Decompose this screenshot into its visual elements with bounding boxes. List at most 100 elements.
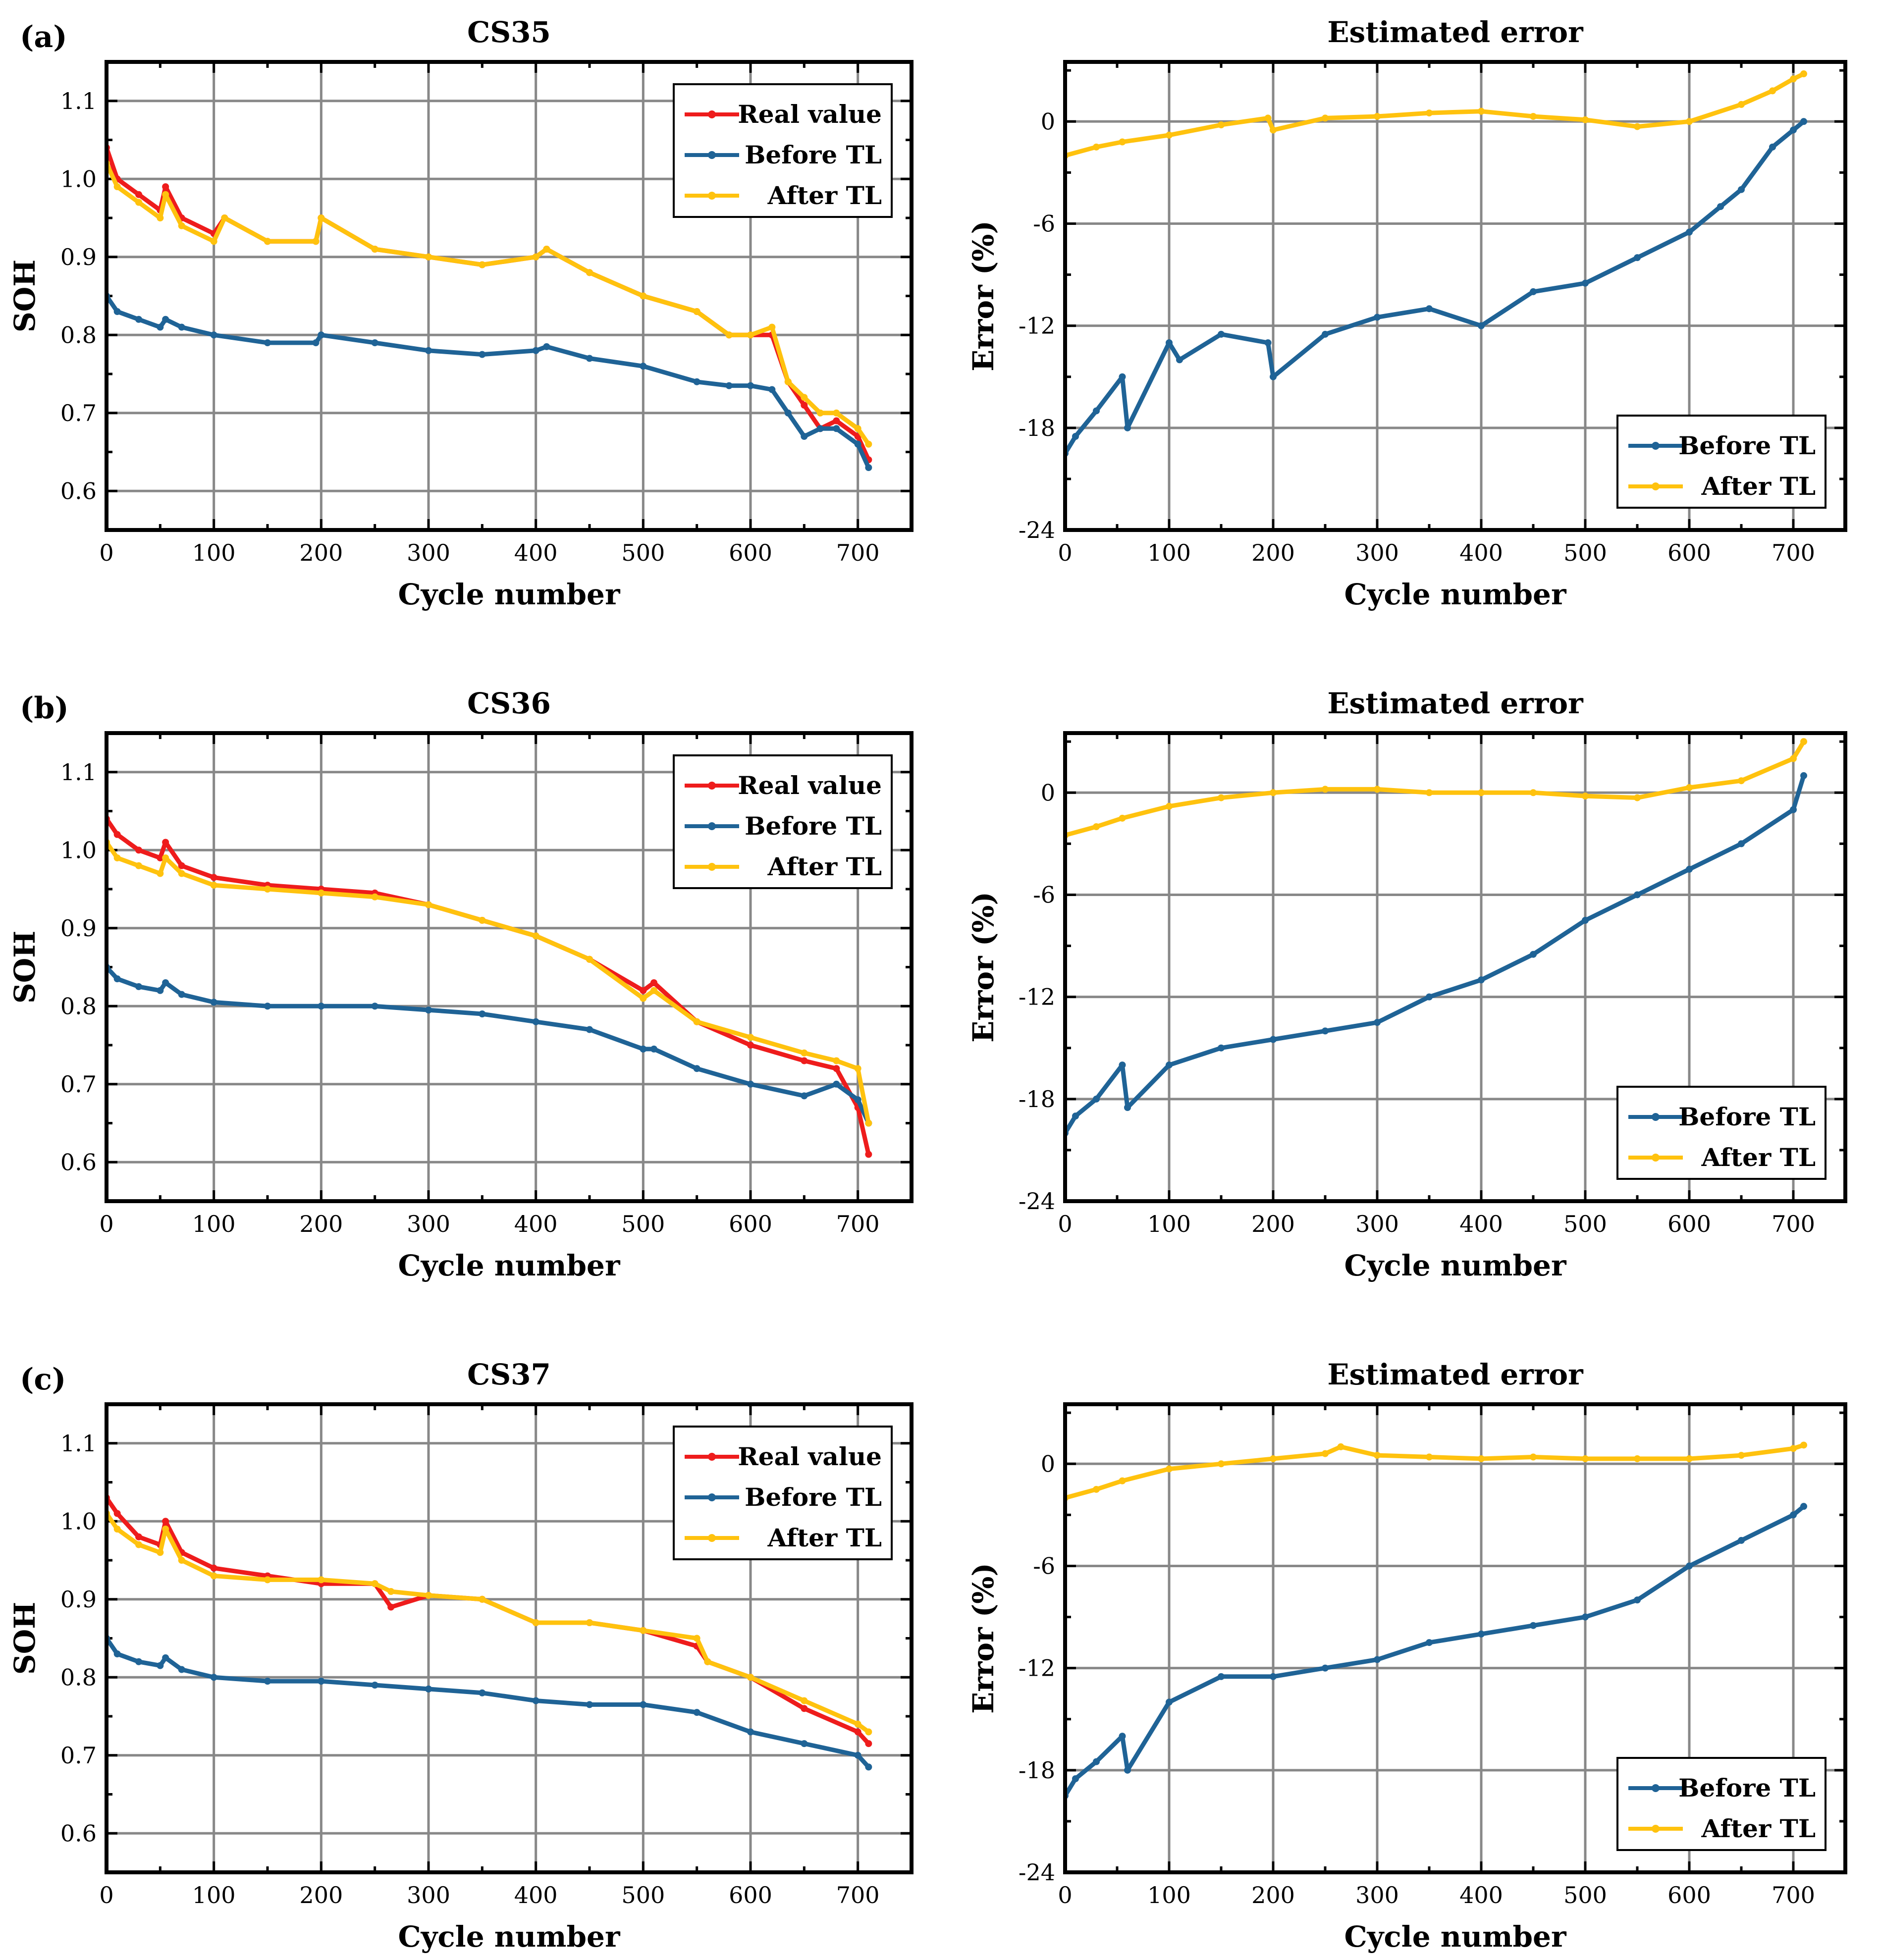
y-tick-label: 0.9 [60, 915, 97, 942]
legend-box [1616, 1086, 1827, 1180]
data-point-before-tl [113, 975, 121, 983]
data-point-before-tl [1582, 917, 1589, 924]
data-point-before-tl [1218, 330, 1225, 338]
data-point-after-tl [833, 409, 840, 417]
data-point-real-value [865, 1151, 872, 1158]
data-point-after-tl [1738, 1452, 1745, 1459]
data-point-after-tl [532, 1619, 539, 1626]
x-tick-label: 300 [1355, 1882, 1399, 1908]
y-tick-label: 0.7 [60, 400, 97, 426]
data-point-before-tl [1686, 865, 1693, 873]
y-tick-label: 0 [1041, 779, 1055, 806]
data-point-before-tl [135, 316, 142, 323]
data-point-before-tl [1072, 1775, 1079, 1782]
data-point-before-tl [1264, 339, 1272, 346]
data-point-after-tl [1530, 112, 1537, 120]
legend-label: After TL [1701, 1143, 1816, 1172]
data-point-after-tl [747, 331, 754, 339]
data-point-after-tl [1119, 138, 1126, 146]
data-point-after-tl [1790, 75, 1797, 83]
data-point-after-tl [178, 222, 185, 229]
chart-title: CS37 [467, 1358, 551, 1391]
chart-3: 0 100 200 300 400 500 600 700 -24 -18 -12 -6 0 Estima… [967, 687, 1847, 1282]
x-tick-label: 300 [407, 1211, 450, 1237]
y-tick-label: 0.8 [60, 321, 97, 348]
data-point-after-tl [1686, 118, 1693, 125]
x-tick-label: 100 [192, 539, 236, 566]
y-tick-label: -24 [1019, 1188, 1055, 1215]
x-tick-label: 300 [1355, 1211, 1399, 1237]
legend-box [1616, 415, 1827, 509]
data-point-real-value [801, 1705, 808, 1712]
chart-title: CS36 [467, 687, 551, 720]
data-point-before-tl [1218, 1673, 1225, 1680]
chart-0: 0 100 200 300 400 500 600 700 0.6 0.7 0.8 0.9 1.0 1.1… [8, 15, 914, 611]
data-point-real-value [113, 831, 121, 838]
data-point-after-tl [747, 1034, 754, 1041]
y-axis-title: SOH [8, 1602, 42, 1675]
plot-frame [1063, 731, 1847, 1203]
data-point-before-tl [210, 1674, 217, 1681]
y-tick-label: -6 [1033, 210, 1055, 237]
data-point-before-tl [640, 1045, 647, 1053]
data-point-after-tl [693, 1635, 700, 1642]
data-point-before-tl [1270, 373, 1277, 380]
x-tick-label: 400 [1459, 1882, 1503, 1908]
chart-1: 0 100 200 300 400 500 600 700 -24 -18 -12 -6 0 Estima… [967, 15, 1847, 611]
data-point-after-tl [264, 238, 271, 245]
x-tick-label: 100 [192, 1211, 236, 1237]
x-tick-label: 500 [621, 539, 665, 566]
data-point-after-tl [479, 1595, 486, 1603]
x-tick-label: 0 [99, 1882, 113, 1908]
data-point-after-tl [725, 331, 733, 339]
y-tick-label: 0.8 [60, 1664, 97, 1691]
data-point-after-tl [318, 889, 325, 897]
data-point-before-tl [178, 991, 185, 998]
data-point-after-tl [1270, 126, 1277, 134]
data-point-after-tl [1374, 786, 1381, 793]
legend-marker [1652, 1154, 1660, 1162]
data-point-before-tl [1426, 1639, 1433, 1646]
legend-label: Before TL [1678, 1102, 1816, 1131]
x-tick-label: 500 [621, 1882, 665, 1908]
data-point-before-tl [1800, 118, 1807, 125]
series-line-before-tl [107, 294, 871, 470]
x-tick-label: 600 [729, 1882, 772, 1908]
data-point-before-tl [747, 1080, 754, 1088]
legend-label: After TL [767, 181, 882, 210]
data-point-before-tl [532, 1697, 539, 1704]
data-point-before-tl [586, 1701, 593, 1708]
data-point-after-tl [854, 1720, 861, 1728]
data-point-after-tl [1634, 123, 1641, 130]
data-point-after-tl [532, 253, 539, 261]
data-point-after-tl [1218, 794, 1225, 801]
x-axis-title: Cycle number [1344, 1920, 1566, 1954]
data-point-after-tl [162, 1526, 169, 1533]
legend-label: Before TL [745, 811, 882, 841]
data-point-after-tl [135, 862, 142, 869]
data-point-after-tl [1218, 121, 1225, 129]
x-axis-title: Cycle number [1344, 578, 1566, 611]
data-point-after-tl [1800, 738, 1807, 745]
plot-frame [1063, 60, 1847, 532]
data-point-before-tl [1322, 1027, 1329, 1035]
series-group [1065, 1441, 1807, 1800]
y-tick-label: -18 [1019, 1086, 1055, 1112]
y-tick-label: -24 [1019, 517, 1055, 543]
x-tick-label: 500 [1563, 539, 1607, 566]
plot-frame [1063, 1402, 1847, 1874]
legend-marker [1652, 1113, 1660, 1121]
series-group [1065, 70, 1807, 457]
data-point-before-tl [1166, 1061, 1173, 1069]
data-point-after-tl [1530, 789, 1537, 796]
data-point-after-tl [1790, 1445, 1797, 1452]
legend: Real value Before TL After TL [673, 1426, 893, 1560]
data-point-before-tl [1800, 1503, 1807, 1510]
data-point-after-tl [318, 1576, 325, 1584]
legend: Real value Before TL After TL [673, 83, 893, 218]
data-point-before-tl [1093, 1758, 1100, 1765]
legend-marker [708, 1453, 716, 1461]
data-point-before-tl [210, 999, 217, 1006]
data-point-after-tl [1322, 786, 1329, 793]
data-point-before-tl [1374, 314, 1381, 321]
